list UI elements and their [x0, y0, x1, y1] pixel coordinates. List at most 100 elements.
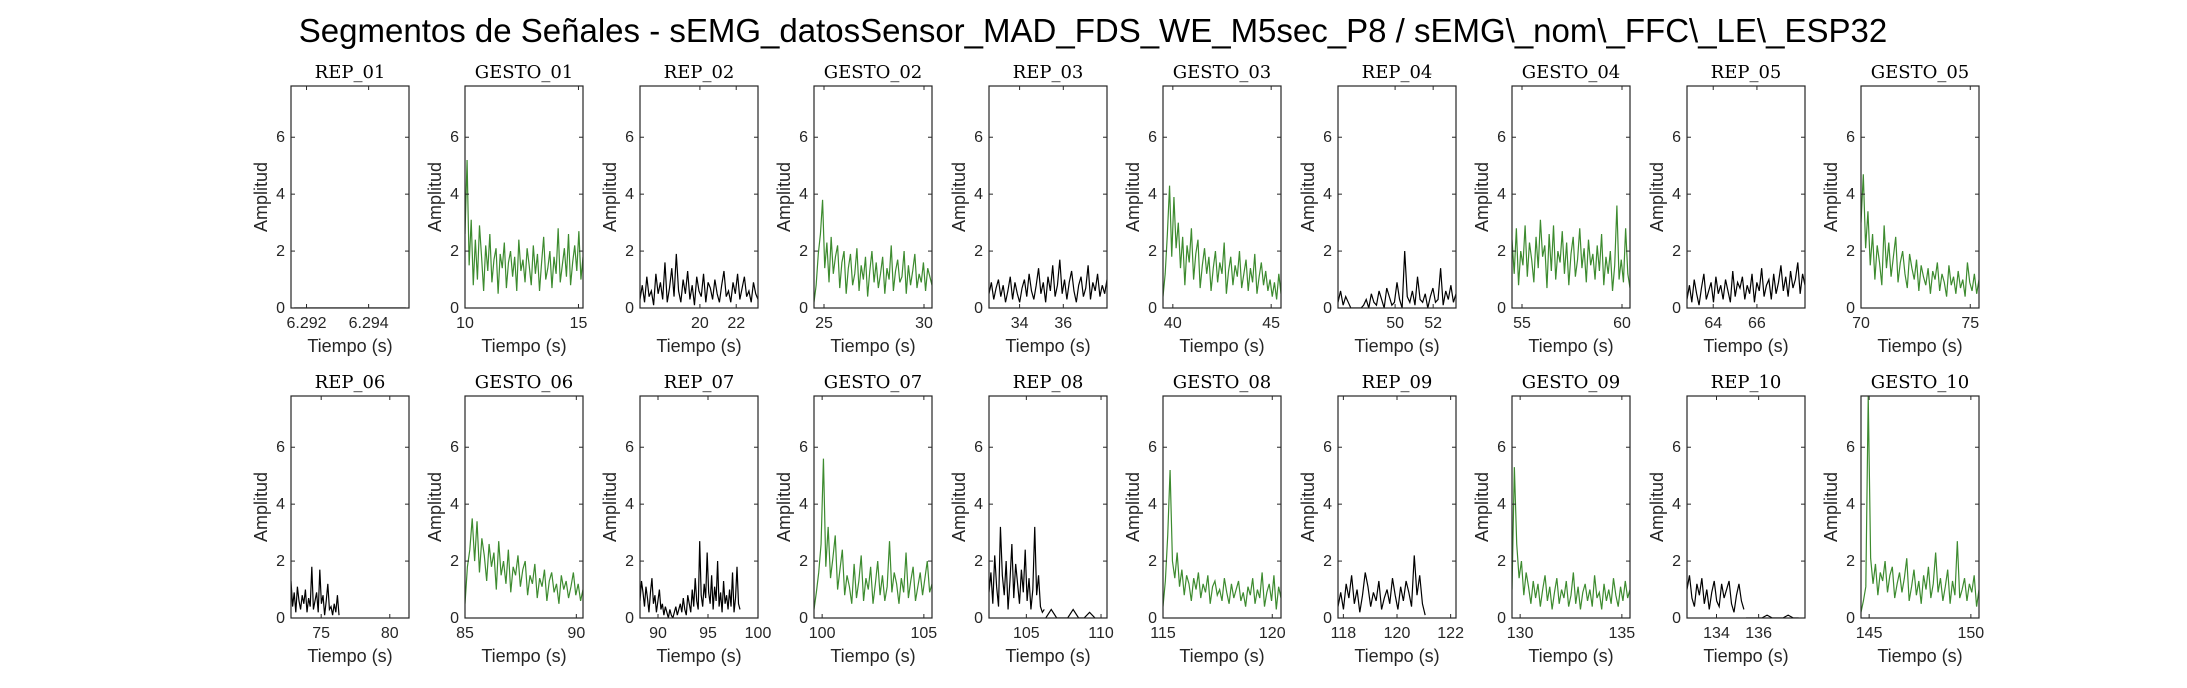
series-line-rep-10-2 [1746, 614, 1799, 618]
subplot-gesto-02: 0 2 4 6 25 30 GESTO_02 Tiempo (s) Amplitud [774, 62, 933, 356]
axes-frame [988, 395, 1108, 619]
y-tick-label: 6 [1323, 439, 1332, 456]
series-line-rep-09-1 [1338, 555, 1426, 616]
axes-frame [639, 395, 759, 619]
y-tick-label: 4 [1846, 186, 1855, 203]
y-tick-label: 6 [1497, 129, 1506, 146]
y-tick-label: 0 [625, 610, 634, 627]
y-axis-label: Amplitud [949, 472, 969, 542]
x-axis-label: Tiempo (s) [1179, 646, 1264, 666]
series-line-gesto-04-1 [1512, 205, 1630, 291]
y-tick-label: 2 [1846, 553, 1855, 570]
x-axis-label: Tiempo (s) [656, 336, 741, 356]
series-line-rep-04-1 [1338, 251, 1456, 308]
y-tick-label: 0 [450, 610, 459, 627]
y-axis-label: Amplitud [1647, 472, 1667, 542]
y-tick-label: 6 [276, 129, 285, 146]
y-tick-label: 6 [276, 439, 285, 456]
y-axis-label: Amplitud [600, 162, 620, 232]
y-tick-label: 2 [1148, 553, 1157, 570]
y-tick-label: 4 [799, 186, 808, 203]
series-line-gesto-08-1 [1163, 469, 1281, 610]
y-axis-label: Amplitud [1647, 162, 1667, 232]
y-tick-label: 6 [974, 129, 983, 146]
x-tick-label: 130 [1507, 625, 1534, 642]
series-line-gesto-02-1 [814, 199, 932, 303]
x-tick-label: 100 [809, 625, 836, 642]
x-tick-label: 34 [1011, 315, 1029, 332]
x-axis-label: Tiempo (s) [830, 336, 915, 356]
y-axis-label: Amplitud [774, 472, 794, 542]
y-tick-label: 0 [799, 610, 808, 627]
axes-frame [639, 85, 759, 309]
y-axis-label: Amplitud [1472, 472, 1492, 542]
y-tick-label: 4 [974, 186, 983, 203]
series-line-rep-03-1 [989, 259, 1107, 303]
y-tick-label: 4 [1148, 496, 1157, 513]
y-tick-label: 2 [1148, 243, 1157, 260]
series-line-rep-10-1 [1687, 575, 1745, 613]
subplot-gesto-07: 0 2 4 6 100 105 GESTO_07 Tiempo (s) Amplitud [774, 372, 937, 666]
x-tick-label: 64 [1704, 315, 1722, 332]
subplot-title: GESTO_04 [1522, 62, 1621, 83]
x-tick-label: 118 [1331, 625, 1357, 642]
y-tick-label: 0 [276, 300, 285, 317]
subplot-rep-08: 0 2 4 6 105 110 REP_08 Tiempo (s) Amplitud [949, 372, 1114, 666]
y-tick-label: 0 [276, 610, 285, 627]
x-axis-label: Tiempo (s) [1703, 336, 1788, 356]
y-tick-label: 4 [1497, 186, 1506, 203]
x-axis-label: Tiempo (s) [1703, 646, 1788, 666]
y-tick-label: 4 [450, 496, 459, 513]
y-tick-label: 6 [1323, 129, 1332, 146]
x-axis-label: Tiempo (s) [307, 646, 392, 666]
y-tick-label: 4 [276, 186, 285, 203]
x-tick-label: 60 [1613, 315, 1631, 332]
y-tick-label: 4 [625, 496, 634, 513]
y-axis-label: Amplitud [1123, 472, 1143, 542]
x-tick-label: 85 [456, 625, 474, 642]
x-tick-label: 15 [570, 315, 588, 332]
x-tick-label: 10 [456, 315, 474, 332]
x-tick-label: 105 [911, 625, 938, 642]
figure-title: Segmentos de Señales - sEMG_datosSensor_… [299, 12, 1887, 49]
y-tick-label: 4 [1846, 496, 1855, 513]
subplot-title: REP_08 [1013, 372, 1084, 393]
y-tick-label: 0 [1323, 300, 1332, 317]
subplot-title: REP_02 [664, 62, 735, 83]
x-tick-label: 70 [1852, 315, 1870, 332]
x-tick-label: 25 [815, 315, 833, 332]
y-tick-label: 2 [1672, 243, 1681, 260]
y-axis-label: Amplitud [1298, 162, 1318, 232]
subplot-title: GESTO_08 [1173, 372, 1272, 393]
y-tick-label: 6 [799, 129, 808, 146]
y-tick-label: 2 [625, 553, 634, 570]
axes-frame [1162, 85, 1282, 309]
y-tick-label: 6 [1148, 129, 1157, 146]
y-tick-label: 6 [1672, 439, 1681, 456]
x-tick-label: 90 [649, 625, 667, 642]
x-tick-label: 136 [1745, 625, 1772, 642]
y-tick-label: 2 [1323, 553, 1332, 570]
x-tick-label: 95 [699, 625, 717, 642]
x-axis-label: Tiempo (s) [830, 646, 915, 666]
subplot-rep-01: 0 2 4 6 6.292 6.294 REP_01 Tiempo (s) Amplitud [251, 62, 410, 356]
y-tick-label: 2 [450, 553, 459, 570]
series-line-rep-08-1 [989, 526, 1045, 614]
subplot-title: REP_07 [664, 372, 735, 393]
axes-frame [1337, 395, 1457, 619]
x-axis-label: Tiempo (s) [1005, 646, 1090, 666]
y-axis-label: Amplitud [1472, 162, 1492, 232]
x-axis-label: Tiempo (s) [1354, 336, 1439, 356]
y-axis-label: Amplitud [949, 162, 969, 232]
y-tick-label: 6 [625, 439, 634, 456]
y-axis-label: Amplitud [1123, 162, 1143, 232]
x-tick-label: 120 [1384, 625, 1411, 642]
y-tick-label: 4 [625, 186, 634, 203]
y-tick-label: 2 [276, 553, 285, 570]
subplot-title: REP_03 [1013, 62, 1084, 83]
series-line-gesto-05-1 [1861, 174, 1979, 297]
y-tick-label: 2 [450, 243, 459, 260]
y-tick-label: 4 [974, 496, 983, 513]
x-axis-label: Tiempo (s) [1877, 646, 1962, 666]
y-tick-label: 0 [450, 300, 459, 317]
